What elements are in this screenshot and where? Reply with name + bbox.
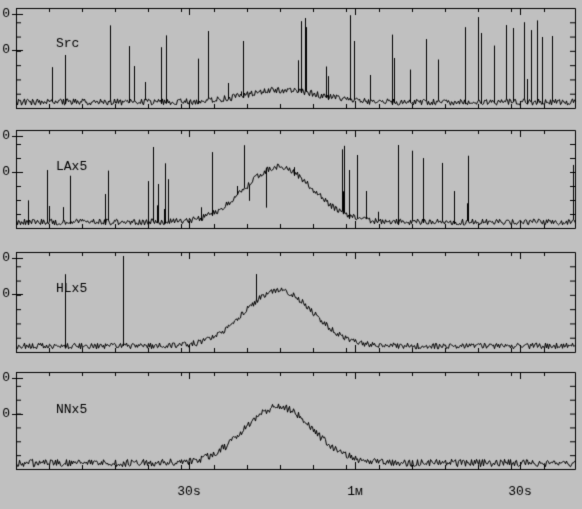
signal-comparison-figure	[0, 0, 582, 509]
